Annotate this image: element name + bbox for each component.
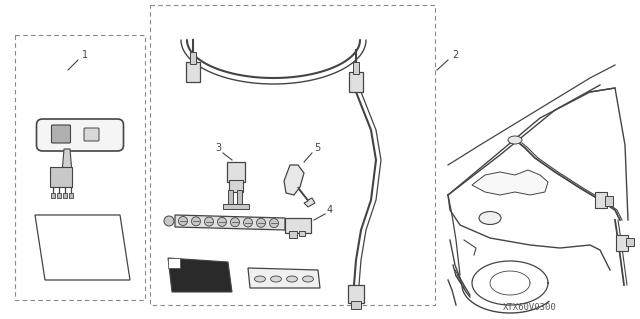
Circle shape xyxy=(257,218,266,227)
Polygon shape xyxy=(472,170,548,195)
Polygon shape xyxy=(50,167,72,187)
Polygon shape xyxy=(248,268,320,288)
FancyBboxPatch shape xyxy=(36,119,124,151)
Bar xyxy=(63,193,67,198)
Bar xyxy=(51,193,55,198)
FancyBboxPatch shape xyxy=(84,128,99,141)
Text: 5: 5 xyxy=(314,143,320,153)
Bar xyxy=(237,190,242,206)
Circle shape xyxy=(205,217,214,226)
Bar xyxy=(223,204,249,209)
Bar xyxy=(349,72,363,92)
Circle shape xyxy=(218,218,227,226)
Ellipse shape xyxy=(479,211,501,225)
Circle shape xyxy=(230,218,239,227)
Polygon shape xyxy=(298,187,315,207)
Bar xyxy=(626,238,634,246)
Polygon shape xyxy=(62,149,72,173)
Bar xyxy=(289,231,297,238)
Circle shape xyxy=(191,217,200,226)
Bar xyxy=(616,235,628,251)
Text: 1: 1 xyxy=(82,50,88,60)
Polygon shape xyxy=(35,215,130,280)
Bar xyxy=(57,193,61,198)
Circle shape xyxy=(164,216,174,226)
Bar xyxy=(299,231,305,236)
Polygon shape xyxy=(168,258,180,268)
Ellipse shape xyxy=(303,276,314,282)
FancyBboxPatch shape xyxy=(51,125,70,143)
Bar xyxy=(186,62,200,82)
Bar xyxy=(227,162,245,182)
Bar xyxy=(351,301,361,309)
Bar xyxy=(190,52,196,64)
Circle shape xyxy=(269,219,278,227)
Text: 2: 2 xyxy=(452,50,458,60)
Bar xyxy=(285,218,311,233)
Bar xyxy=(228,190,233,206)
Polygon shape xyxy=(168,258,232,292)
Text: 3: 3 xyxy=(215,143,221,153)
Ellipse shape xyxy=(287,276,298,282)
Polygon shape xyxy=(284,165,304,195)
Bar xyxy=(229,180,243,192)
Ellipse shape xyxy=(255,276,266,282)
Polygon shape xyxy=(175,215,285,230)
Bar xyxy=(595,192,607,208)
Circle shape xyxy=(243,218,253,227)
Bar xyxy=(69,193,73,198)
Bar xyxy=(605,196,613,206)
Text: 4: 4 xyxy=(327,205,333,215)
Ellipse shape xyxy=(271,276,282,282)
Bar xyxy=(348,285,364,303)
Text: XTX60V0300: XTX60V0300 xyxy=(503,303,557,313)
Circle shape xyxy=(179,217,188,226)
Ellipse shape xyxy=(508,136,522,144)
Bar xyxy=(353,62,359,74)
